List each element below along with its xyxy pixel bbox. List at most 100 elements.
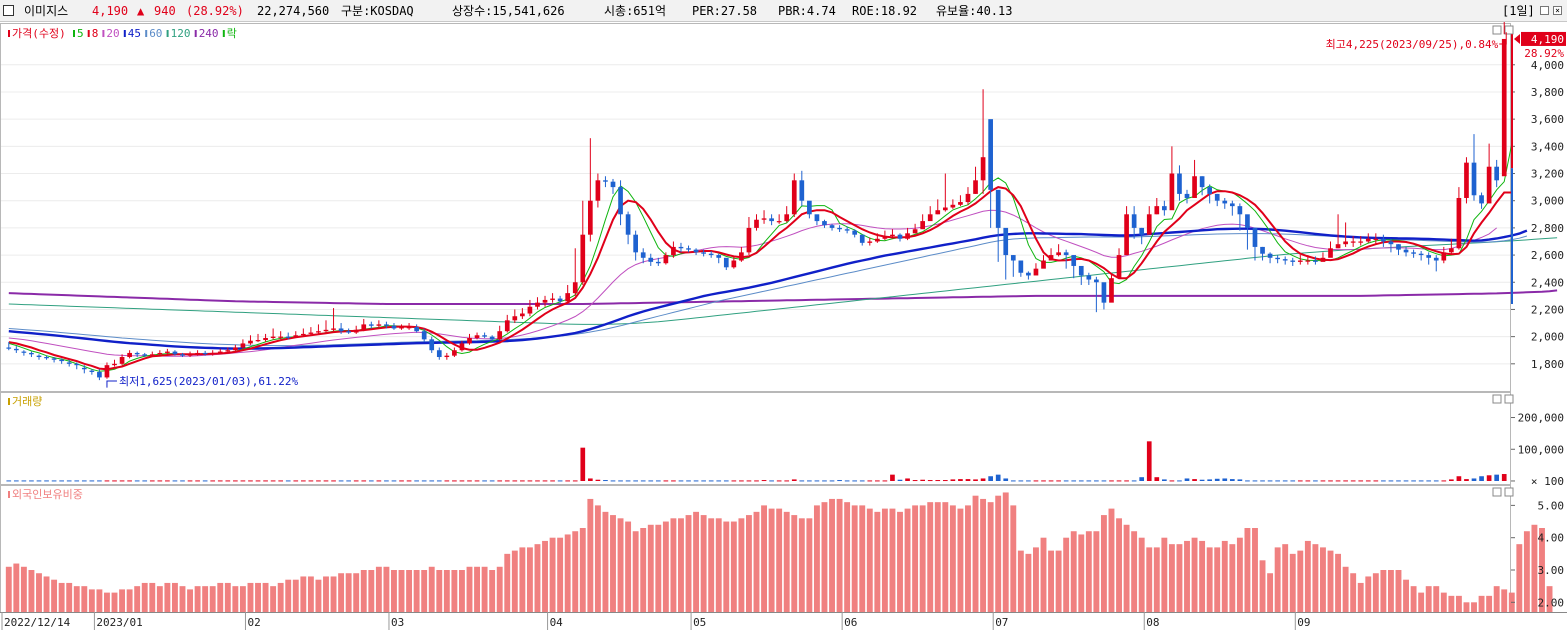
candle-body bbox=[890, 234, 895, 237]
candle-body bbox=[1162, 206, 1167, 211]
volume-bar bbox=[844, 480, 850, 482]
candle bbox=[1343, 222, 1348, 247]
foreign-bar bbox=[1395, 570, 1402, 612]
candle bbox=[535, 297, 540, 310]
panel-close-button[interactable] bbox=[1504, 487, 1514, 497]
high-annotation: 최고4,225(2023/09/25),0.84% bbox=[1326, 38, 1499, 51]
close-button[interactable]: × bbox=[1553, 6, 1562, 15]
foreign-bar bbox=[1320, 547, 1326, 612]
candle-body bbox=[905, 233, 910, 239]
candle bbox=[414, 324, 419, 333]
foreign-bar bbox=[587, 498, 594, 612]
legend-label-4: 45 bbox=[128, 27, 141, 40]
volume-bar bbox=[187, 480, 193, 482]
volume-bar bbox=[739, 480, 744, 482]
volume-bar bbox=[36, 480, 42, 482]
foreign-bar bbox=[1055, 550, 1062, 612]
price-change-pct: (28.92%) bbox=[186, 4, 244, 18]
candle-body bbox=[859, 234, 865, 243]
candle-body bbox=[829, 225, 835, 228]
restore-button[interactable] bbox=[1540, 6, 1549, 15]
volume-bar bbox=[1162, 479, 1167, 481]
candle bbox=[935, 199, 941, 215]
candle-body bbox=[920, 221, 926, 230]
candle bbox=[1411, 249, 1416, 258]
period-selector[interactable]: [1일] bbox=[1502, 4, 1535, 18]
price-tick-label: 3,800 bbox=[1531, 86, 1564, 99]
panel-minimize-button[interactable] bbox=[1492, 487, 1502, 497]
volume-bar bbox=[1388, 480, 1394, 482]
candle bbox=[625, 211, 631, 245]
candle-body bbox=[406, 327, 412, 329]
foreign-bar bbox=[897, 511, 903, 612]
foreign-bar bbox=[738, 518, 745, 612]
candle bbox=[36, 354, 42, 360]
candle bbox=[1063, 249, 1069, 269]
candle-body bbox=[233, 347, 238, 351]
panel-minimize-button[interactable] bbox=[1492, 25, 1502, 35]
volume-bar bbox=[1214, 478, 1220, 481]
candle bbox=[1335, 214, 1341, 249]
info-bar: 이미지스 4,190 ▲ 940 (28.92%) 22,274,560 구분:… bbox=[0, 0, 1567, 22]
candle-body bbox=[1146, 214, 1152, 235]
volume-bar bbox=[746, 480, 752, 482]
candle bbox=[587, 138, 593, 242]
volume-bar bbox=[331, 480, 336, 482]
candle-body bbox=[995, 189, 1001, 228]
volume-bar bbox=[66, 480, 72, 482]
volume-bar bbox=[731, 480, 737, 482]
candle bbox=[603, 176, 608, 188]
current-price: 4,190 bbox=[92, 4, 129, 18]
foreign-title: 외국인보유비중 bbox=[12, 488, 83, 501]
panel-minimize-button[interactable] bbox=[1492, 394, 1502, 404]
candle-body bbox=[1094, 279, 1099, 283]
foreign-bar bbox=[285, 579, 292, 612]
select-checkbox[interactable] bbox=[3, 5, 14, 16]
volume-bar bbox=[1018, 480, 1024, 482]
candle-body bbox=[693, 249, 699, 253]
volume-bar bbox=[799, 480, 805, 482]
candle-body bbox=[210, 352, 216, 355]
volume-bar bbox=[217, 480, 223, 482]
volume-bar bbox=[399, 480, 404, 482]
panel-close-button[interactable] bbox=[1504, 25, 1514, 35]
foreign-bar bbox=[353, 573, 360, 612]
candle-body bbox=[837, 227, 842, 230]
candle-body bbox=[300, 333, 306, 336]
candle-body bbox=[1026, 272, 1031, 276]
last-price-label: 4,190 bbox=[1531, 33, 1564, 46]
volume-bar bbox=[973, 479, 978, 481]
candle bbox=[1131, 206, 1137, 239]
candle bbox=[920, 214, 926, 230]
foreign-bar bbox=[1100, 515, 1107, 612]
foreign-bar bbox=[391, 570, 397, 612]
foreign-bar bbox=[323, 576, 329, 612]
candle bbox=[112, 359, 117, 367]
foreign-bar bbox=[1433, 586, 1440, 612]
foreign-bar bbox=[1048, 550, 1055, 612]
foreign-bar bbox=[443, 570, 450, 612]
candle-body bbox=[270, 336, 276, 338]
candle-body bbox=[1464, 162, 1469, 198]
candle-body bbox=[716, 255, 722, 258]
candle bbox=[308, 327, 314, 336]
foreign-bar bbox=[368, 570, 375, 612]
foreign-bar bbox=[1440, 592, 1447, 612]
panel-close-button[interactable] bbox=[1504, 394, 1514, 404]
candle bbox=[338, 323, 344, 334]
candle-body bbox=[248, 340, 253, 344]
candle-body bbox=[429, 339, 435, 351]
candle bbox=[376, 320, 382, 328]
candle bbox=[399, 324, 404, 330]
candle bbox=[165, 348, 170, 356]
foreign-bar bbox=[987, 502, 994, 612]
candle-body bbox=[618, 187, 623, 215]
candle bbox=[595, 173, 601, 208]
volume-bar bbox=[852, 480, 858, 482]
volume-bar bbox=[165, 480, 170, 482]
stock-name[interactable]: 이미지스 bbox=[24, 4, 69, 18]
foreign-bar bbox=[428, 566, 435, 612]
volume-bar bbox=[890, 474, 895, 481]
foreign-bar bbox=[1206, 547, 1213, 612]
